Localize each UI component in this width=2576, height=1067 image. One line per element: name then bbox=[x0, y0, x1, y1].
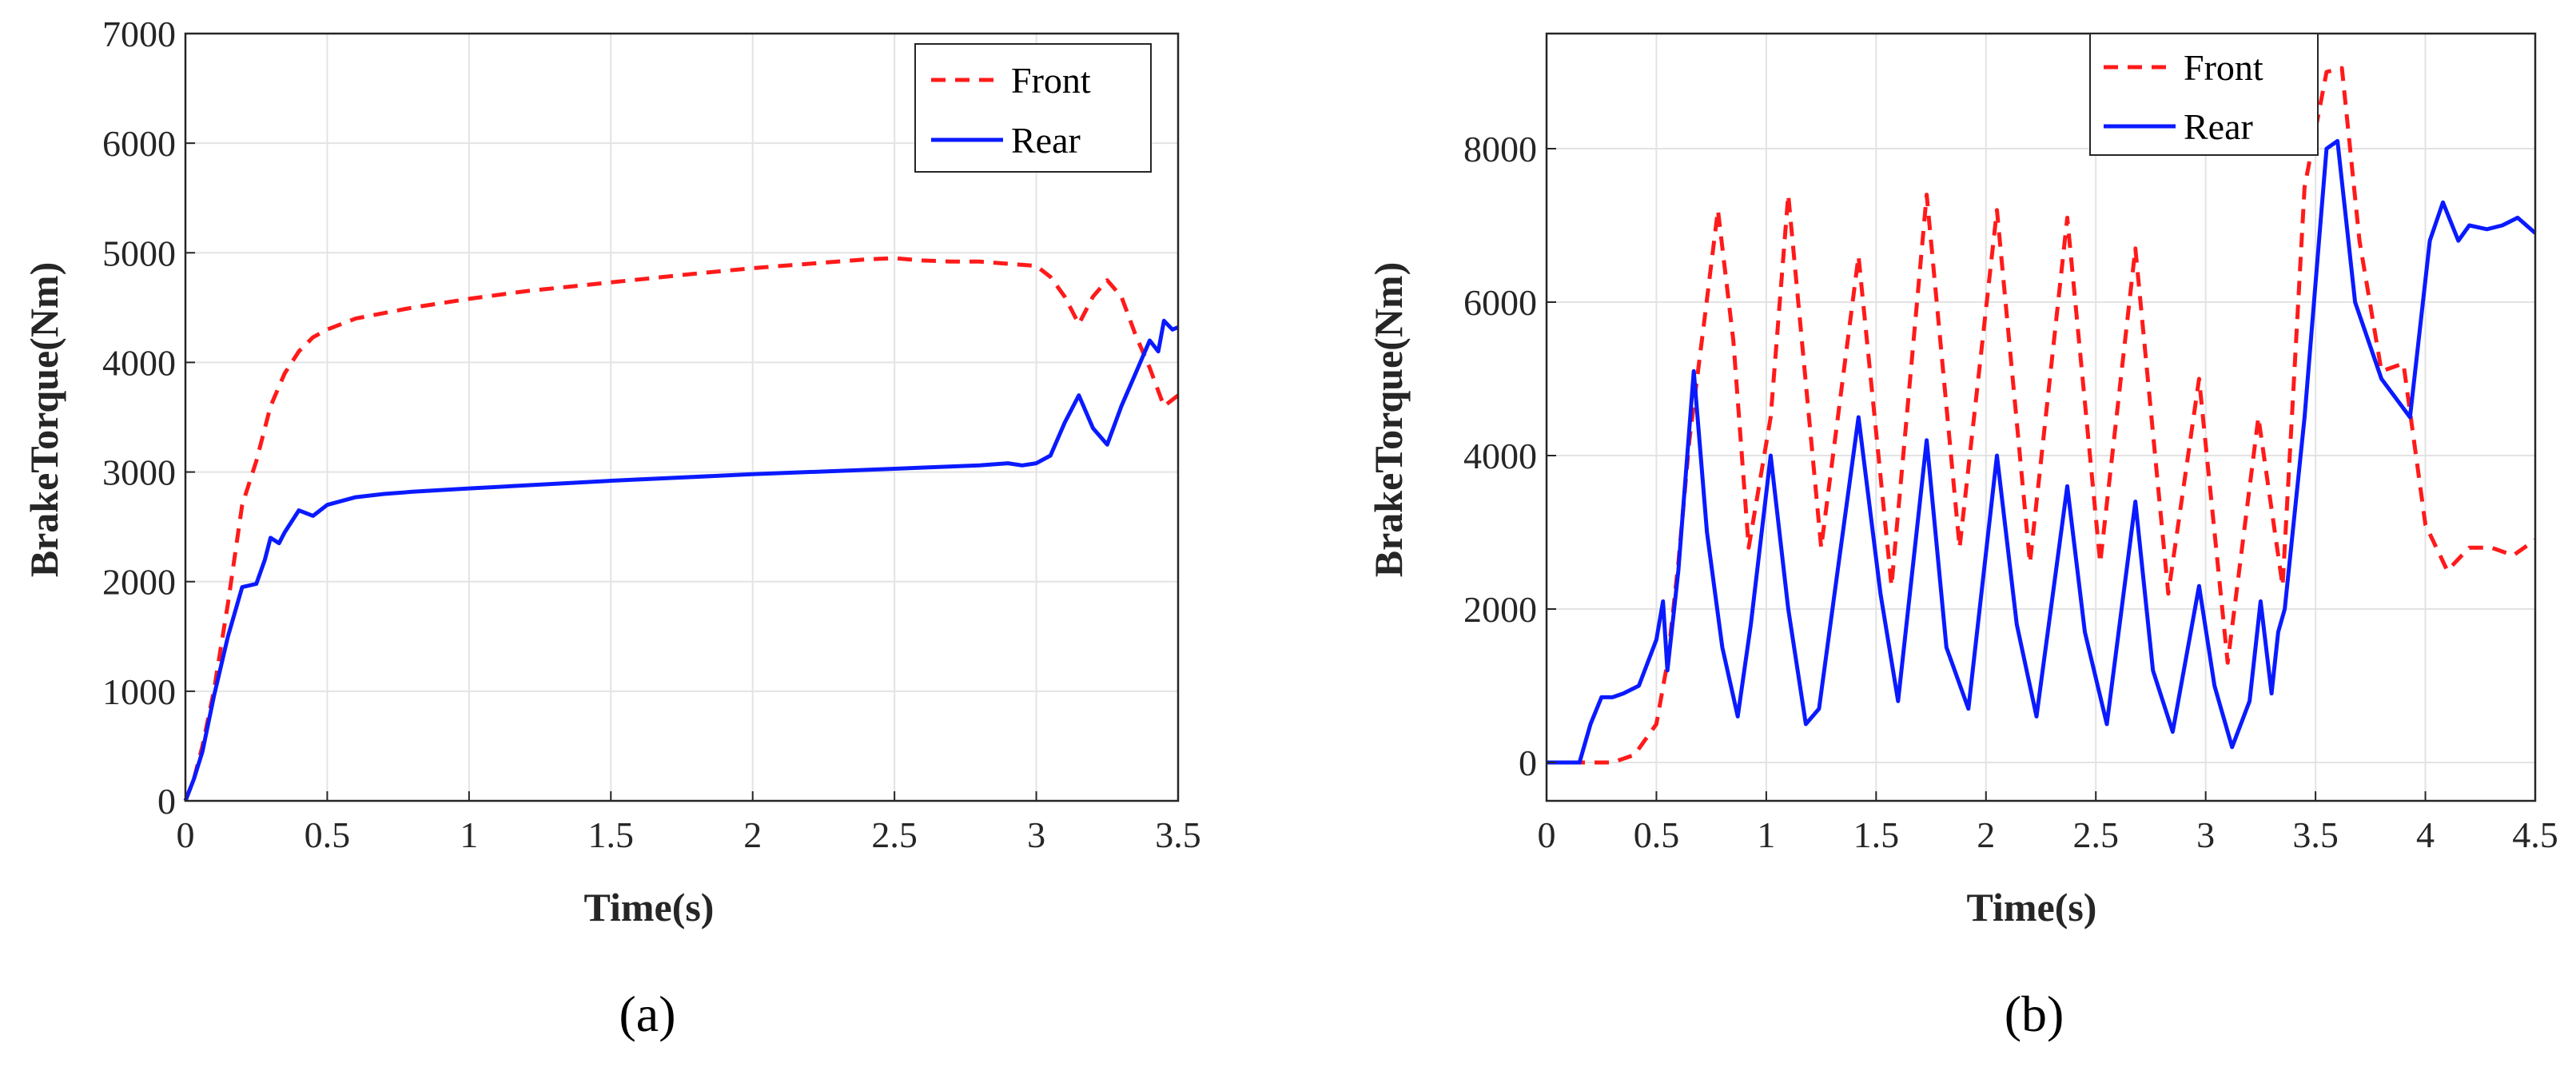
legend-box-b bbox=[2089, 33, 2319, 156]
axes-box bbox=[1545, 32, 2537, 802]
y-ticks-b: 0 2000 4000 6000 8000 bbox=[1463, 129, 1556, 783]
x-ticks-a: 0 0.5 1 1.5 2 2.5 3 3.5 bbox=[177, 791, 1201, 855]
y-tick-label: 5000 bbox=[102, 233, 176, 273]
x-tick-label: 1.5 bbox=[588, 814, 635, 855]
x-ticks-b: 0 0.5 1 1.5 2 2.5 3 3.5 4 4.5 bbox=[1538, 791, 2558, 855]
x-tick-label: 3.5 bbox=[1155, 814, 1201, 855]
x-tick-label: 2.5 bbox=[2072, 814, 2119, 855]
y-tick-label: 4000 bbox=[102, 342, 176, 383]
legend-rear-label-b: Rear bbox=[2184, 106, 2253, 147]
x-tick-label: 2 bbox=[1977, 814, 1995, 855]
x-tick-label: 0 bbox=[177, 814, 195, 855]
x-tick-label: 2 bbox=[743, 814, 762, 855]
x-tick-label: 4.5 bbox=[2512, 814, 2558, 855]
y-tick-label: 0 bbox=[157, 781, 176, 822]
y-tick-label: 8000 bbox=[1463, 129, 1537, 169]
y-tick-label: 6000 bbox=[1463, 282, 1537, 323]
y-tick-label: 2000 bbox=[102, 562, 176, 603]
x-tick-label: 3.5 bbox=[2292, 814, 2339, 855]
series-line-rear-a bbox=[183, 318, 1179, 802]
y-axis-label-b: BrakeTorque(Nm) bbox=[1366, 262, 1411, 577]
y-tick-label: 3000 bbox=[102, 452, 176, 493]
x-tick-label: 1 bbox=[460, 814, 478, 855]
axes-frame-b bbox=[1545, 32, 2537, 802]
x-tick-label: 3 bbox=[2196, 814, 2215, 855]
x-axis-label-b: Time(s) bbox=[1967, 885, 2097, 930]
series-line-front-b bbox=[1547, 66, 2537, 765]
x-axis-label-a: Time(s) bbox=[584, 885, 715, 930]
panel-label-b: (b) bbox=[2005, 985, 2064, 1042]
x-tick-label: 4 bbox=[2416, 814, 2435, 855]
legend-front-label-a: Front bbox=[1011, 60, 1091, 101]
chart-panel-a: 0 0.5 1 1.5 2 2.5 3 3.5 0 1000 2000 3000 4000 5000 60… bbox=[22, 14, 1201, 1042]
series-layer-a bbox=[183, 256, 1180, 802]
y-axis-label-a: BrakeTorque(Nm) bbox=[22, 262, 66, 577]
axes-box bbox=[184, 32, 1180, 802]
legend-front-label-b: Front bbox=[2184, 47, 2263, 88]
axes-frame-a bbox=[184, 32, 1180, 802]
x-tick-label: 0.5 bbox=[305, 814, 351, 855]
x-tick-label: 1.5 bbox=[1853, 814, 1900, 855]
legend-b: Front Rear bbox=[2089, 33, 2319, 156]
x-tick-label: 1 bbox=[1757, 814, 1775, 855]
y-tick-label: 0 bbox=[1519, 743, 1537, 783]
series-line-rear-b bbox=[1547, 138, 2537, 765]
y-tick-label: 7000 bbox=[102, 14, 176, 54]
x-tick-label: 0 bbox=[1538, 814, 1556, 855]
legend-rear-label-a: Rear bbox=[1011, 120, 1081, 161]
x-tick-label: 3 bbox=[1027, 814, 1045, 855]
y-tick-label: 6000 bbox=[102, 123, 176, 164]
chart-panel-b: 0 0.5 1 1.5 2 2.5 3 3.5 4 4.5 0 2000 4000 6000 8000 T… bbox=[1366, 32, 2558, 1042]
y-tick-label: 1000 bbox=[102, 671, 176, 712]
legend-a: Front Rear bbox=[914, 43, 1152, 173]
y-tick-label: 4000 bbox=[1463, 436, 1537, 476]
y-tick-label: 2000 bbox=[1463, 589, 1537, 630]
x-tick-label: 2.5 bbox=[871, 814, 918, 855]
legend-box-a bbox=[914, 43, 1152, 173]
series-layer-b bbox=[1547, 66, 2537, 765]
x-tick-label: 0.5 bbox=[1634, 814, 1680, 855]
y-ticks-a: 0 1000 2000 3000 4000 5000 6000 7000 bbox=[102, 14, 195, 822]
panel-label-a: (a) bbox=[619, 985, 675, 1042]
